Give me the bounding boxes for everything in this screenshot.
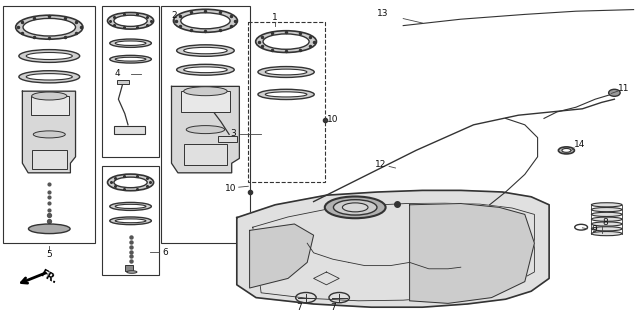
Ellipse shape: [177, 64, 234, 75]
Polygon shape: [237, 190, 549, 307]
Ellipse shape: [114, 177, 147, 188]
Text: 12: 12: [375, 160, 387, 169]
Text: 8: 8: [602, 218, 607, 227]
Ellipse shape: [333, 200, 377, 215]
Ellipse shape: [265, 92, 307, 97]
Ellipse shape: [127, 271, 137, 273]
Ellipse shape: [108, 12, 154, 29]
Ellipse shape: [591, 222, 622, 226]
Text: 2: 2: [172, 11, 177, 20]
Ellipse shape: [32, 92, 67, 100]
Ellipse shape: [33, 131, 65, 138]
Text: 6: 6: [163, 248, 168, 257]
Bar: [218, 136, 237, 142]
Text: 7: 7: [297, 303, 302, 312]
Text: 1: 1: [273, 13, 278, 22]
Ellipse shape: [558, 147, 575, 154]
Ellipse shape: [19, 71, 80, 83]
Ellipse shape: [591, 231, 622, 236]
Text: FR.: FR.: [38, 268, 59, 286]
Text: 14: 14: [573, 140, 585, 149]
Ellipse shape: [591, 203, 622, 207]
Ellipse shape: [110, 39, 152, 47]
Ellipse shape: [184, 47, 227, 54]
Polygon shape: [172, 86, 239, 173]
Ellipse shape: [562, 148, 571, 152]
Polygon shape: [250, 224, 314, 288]
Ellipse shape: [177, 45, 234, 56]
Ellipse shape: [591, 217, 622, 221]
Ellipse shape: [184, 67, 227, 73]
Ellipse shape: [110, 217, 152, 225]
Bar: [32, 150, 67, 169]
Ellipse shape: [173, 9, 237, 32]
Bar: [161, 6, 250, 243]
Ellipse shape: [26, 74, 72, 80]
Bar: [114, 126, 145, 134]
Bar: [248, 22, 325, 182]
Bar: [3, 6, 95, 243]
Text: 3: 3: [231, 129, 236, 138]
Polygon shape: [22, 91, 76, 173]
Ellipse shape: [591, 212, 622, 216]
Ellipse shape: [114, 15, 147, 27]
Ellipse shape: [108, 174, 154, 191]
Ellipse shape: [258, 89, 314, 100]
Bar: [184, 144, 227, 165]
Ellipse shape: [115, 204, 146, 209]
Bar: [181, 91, 230, 112]
Bar: [102, 166, 159, 275]
Ellipse shape: [591, 227, 622, 231]
Ellipse shape: [342, 203, 368, 212]
Text: 7: 7: [330, 303, 335, 312]
Ellipse shape: [115, 57, 146, 61]
Ellipse shape: [255, 31, 316, 52]
Ellipse shape: [265, 69, 307, 75]
Text: 9: 9: [591, 225, 596, 234]
Ellipse shape: [115, 219, 146, 223]
Ellipse shape: [115, 41, 146, 45]
Ellipse shape: [263, 34, 309, 49]
Ellipse shape: [15, 15, 83, 39]
Polygon shape: [410, 204, 534, 303]
Text: 10: 10: [327, 115, 339, 124]
Text: 13: 13: [377, 9, 388, 18]
Ellipse shape: [184, 87, 227, 96]
Ellipse shape: [29, 224, 70, 234]
Ellipse shape: [23, 18, 76, 36]
Ellipse shape: [181, 13, 230, 29]
Ellipse shape: [325, 196, 385, 218]
Text: T5A4B0306: T5A4B0306: [595, 0, 639, 1]
Bar: [117, 80, 129, 84]
Ellipse shape: [110, 202, 152, 211]
Bar: [102, 6, 159, 157]
Text: 4: 4: [115, 69, 120, 78]
Ellipse shape: [19, 50, 80, 62]
Ellipse shape: [591, 208, 622, 212]
Ellipse shape: [258, 67, 314, 77]
Text: 11: 11: [618, 84, 630, 93]
Ellipse shape: [186, 126, 225, 134]
Text: 10: 10: [225, 184, 236, 193]
Bar: [125, 265, 133, 271]
Text: 5: 5: [47, 250, 52, 259]
Ellipse shape: [609, 89, 620, 96]
Bar: [31, 96, 69, 115]
Ellipse shape: [26, 52, 72, 60]
Ellipse shape: [110, 55, 152, 63]
